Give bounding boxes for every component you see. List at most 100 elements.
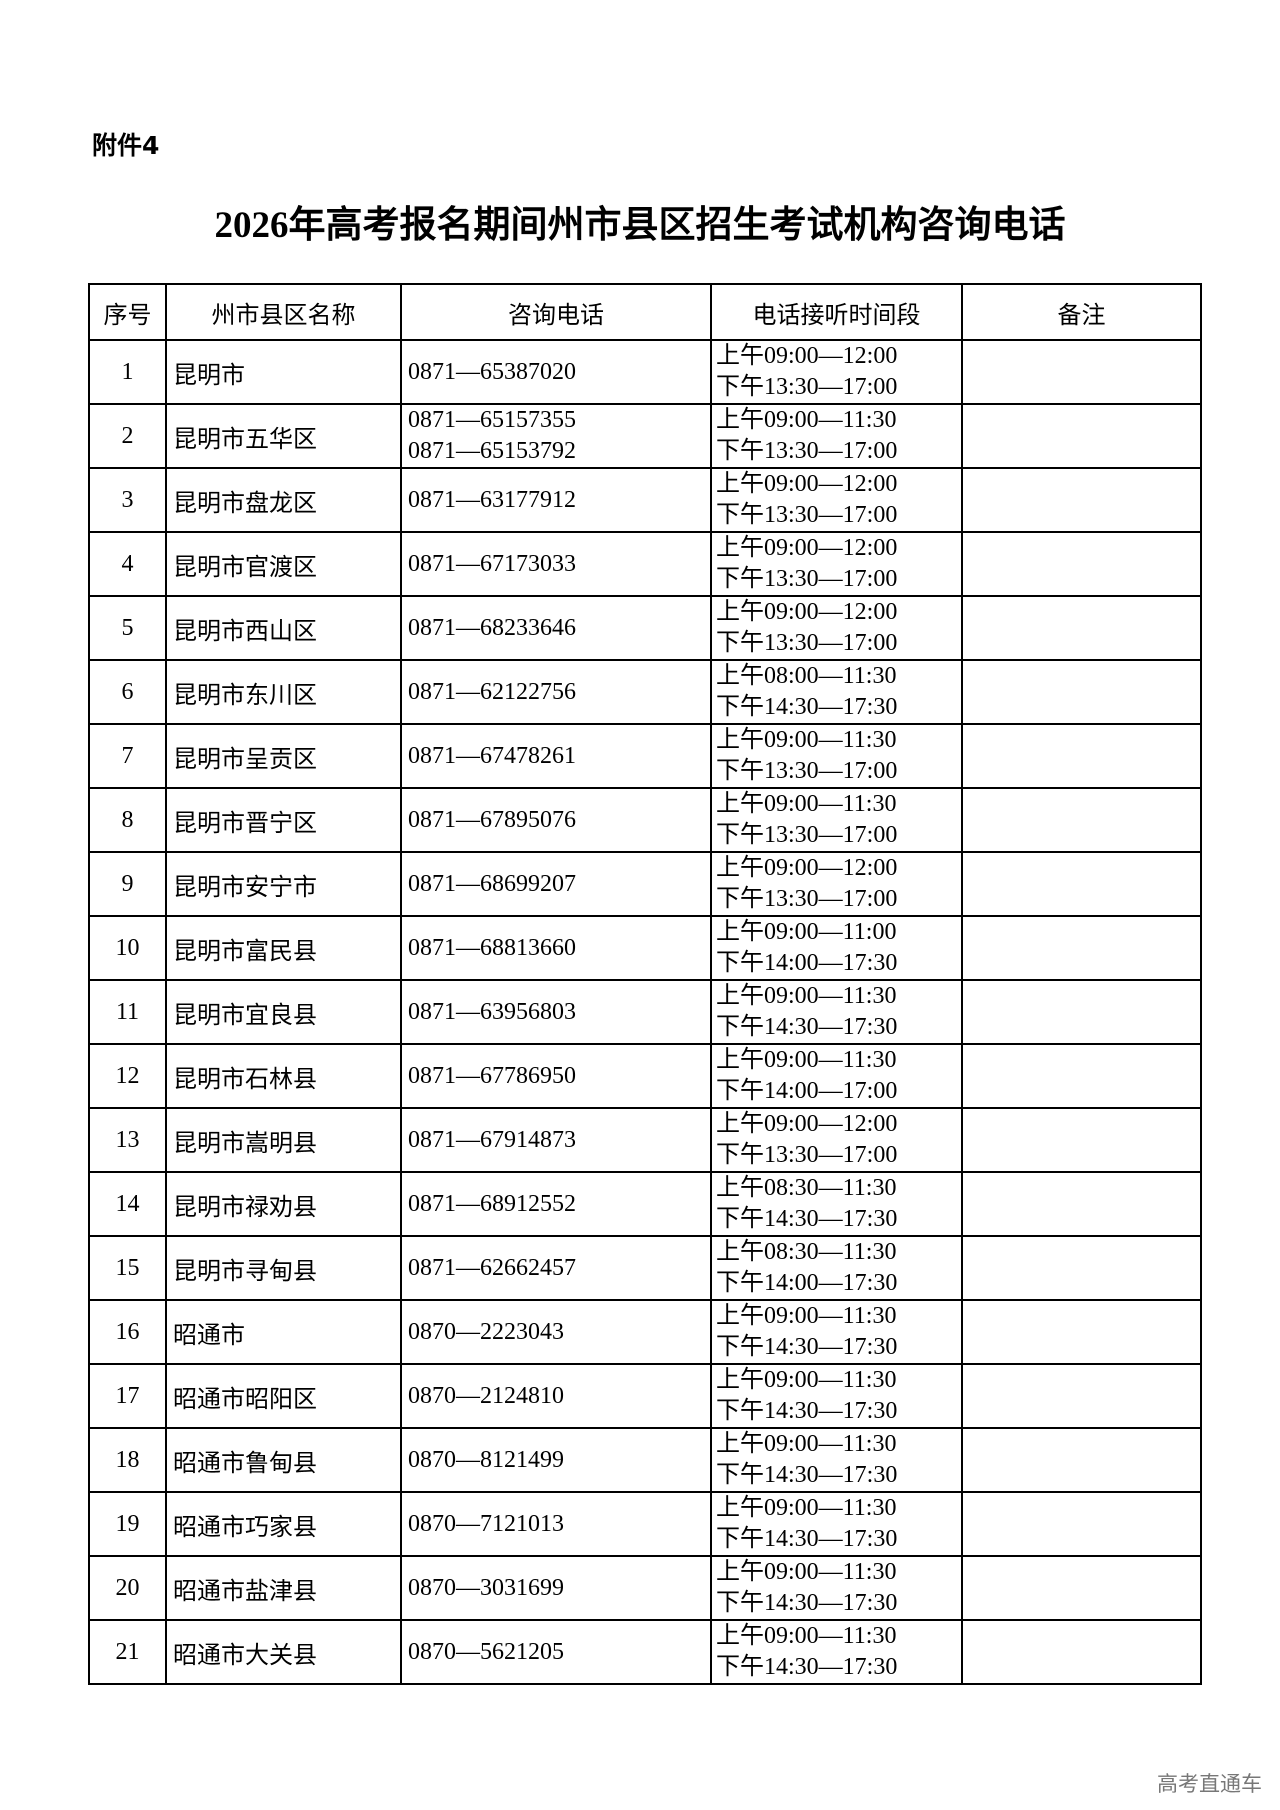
header-hours: 电话接听时间段: [710, 283, 963, 341]
row-number: 14: [88, 1171, 167, 1237]
table-row: 12 昆明市石林县 0871—67786950 上午09:00—11:30 下午14:0…: [88, 1043, 1202, 1109]
phone-cell: 0870—5621205: [400, 1619, 712, 1685]
phone-number: 0871—67173033: [408, 550, 576, 577]
morning-hours: 上午09:00—11:30: [716, 727, 897, 753]
hours-cell: 上午09:00—12:00 下午13:30—17:00: [710, 595, 963, 661]
region-name: 昆明市西山区: [165, 595, 402, 661]
phone-number: 0870—3031699: [408, 1574, 564, 1601]
phone-cell: 0871—68813660: [400, 915, 712, 981]
afternoon-hours: 下午14:30—17:30: [716, 694, 898, 720]
table-row: 3 昆明市盘龙区 0871—63177912 上午09:00—12:00 下午13:30…: [88, 467, 1202, 533]
morning-hours: 上午08:30—11:30: [716, 1175, 897, 1201]
morning-hours: 上午09:00—12:00: [716, 343, 898, 369]
morning-hours: 上午09:00—11:30: [716, 407, 897, 433]
morning-hours: 上午09:00—12:00: [716, 599, 898, 625]
table-row: 6 昆明市东川区 0871—62122756 上午08:00—11:30 下午14:30…: [88, 659, 1202, 725]
afternoon-hours: 下午14:00—17:00: [716, 1078, 898, 1104]
row-number: 21: [88, 1619, 167, 1685]
morning-hours: 上午09:00—11:30: [716, 1559, 897, 1585]
row-number: 16: [88, 1299, 167, 1365]
phone-number: 0871—68233646: [408, 614, 576, 641]
region-name: 昆明市石林县: [165, 1043, 402, 1109]
afternoon-hours: 下午13:30—17:00: [716, 1142, 898, 1168]
phone-cell: 0870—8121499: [400, 1427, 712, 1493]
note-cell: [961, 851, 1202, 917]
hours-cell: 上午09:00—11:30 下午14:30—17:30: [710, 1619, 963, 1685]
region-name: 昆明市宜良县: [165, 979, 402, 1045]
hours-cell: 上午08:00—11:30 下午14:30—17:30: [710, 659, 963, 725]
phone-cell: 0871—68699207: [400, 851, 712, 917]
phone-cell: 0871—67478261: [400, 723, 712, 789]
morning-hours: 上午09:00—11:30: [716, 983, 897, 1009]
note-cell: [961, 1619, 1202, 1685]
table-row: 14 昆明市禄劝县 0871—68912552 上午08:30—11:30 下午14:3…: [88, 1171, 1202, 1237]
region-name: 昆明市呈贡区: [165, 723, 402, 789]
row-number: 12: [88, 1043, 167, 1109]
phone-number: 0871—68813660: [408, 934, 576, 961]
phone-cell: 0871—62662457: [400, 1235, 712, 1301]
region-name: 昭通市巧家县: [165, 1491, 402, 1557]
note-cell: [961, 1363, 1202, 1429]
phone-number: 0870—5621205: [408, 1638, 564, 1665]
table-row: 8 昆明市晋宁区 0871—67895076 上午09:00—11:30 下午13:30…: [88, 787, 1202, 853]
hours-cell: 上午09:00—11:30 下午14:30—17:30: [710, 1555, 963, 1621]
note-cell: [961, 1171, 1202, 1237]
region-name: 昆明市晋宁区: [165, 787, 402, 853]
afternoon-hours: 下午13:30—17:00: [716, 758, 898, 784]
region-name: 昭通市大关县: [165, 1619, 402, 1685]
phone-number: 0871—65153792: [408, 438, 576, 464]
hours-cell: 上午08:30—11:30 下午14:30—17:30: [710, 1171, 963, 1237]
afternoon-hours: 下午13:30—17:00: [716, 502, 898, 528]
table-row: 10 昆明市富民县 0871—68813660 上午09:00—11:00 下午14:0…: [88, 915, 1202, 981]
table-row: 5 昆明市西山区 0871—68233646 上午09:00—12:00 下午13:30…: [88, 595, 1202, 661]
hours-cell: 上午09:00—11:30 下午14:30—17:30: [710, 1299, 963, 1365]
hours-cell: 上午09:00—12:00 下午13:30—17:00: [710, 531, 963, 597]
table-row: 16 昭通市 0870—2223043 上午09:00—11:30 下午14:30—17…: [88, 1299, 1202, 1365]
region-name: 昭通市昭阳区: [165, 1363, 402, 1429]
region-name: 昆明市寻甸县: [165, 1235, 402, 1301]
phone-number: 0870—2124810: [408, 1382, 564, 1409]
row-number: 15: [88, 1235, 167, 1301]
row-number: 9: [88, 851, 167, 917]
phone-number: 0870—2223043: [408, 1318, 564, 1345]
phone-number: 0870—8121499: [408, 1446, 564, 1473]
note-cell: [961, 1235, 1202, 1301]
afternoon-hours: 下午13:30—17:00: [716, 438, 898, 464]
phone-number: 0871—68912552: [408, 1190, 576, 1217]
phone-cell: 0871—68233646: [400, 595, 712, 661]
morning-hours: 上午09:00—11:30: [716, 1431, 897, 1457]
table-row: 19 昭通市巧家县 0870—7121013 上午09:00—11:30 下午14:30…: [88, 1491, 1202, 1557]
note-cell: [961, 1107, 1202, 1173]
hours-cell: 上午09:00—12:00 下午13:30—17:00: [710, 467, 963, 533]
hours-cell: 上午09:00—12:00 下午13:30—17:00: [710, 339, 963, 405]
row-number: 5: [88, 595, 167, 661]
phone-number: 0870—7121013: [408, 1510, 564, 1537]
afternoon-hours: 下午13:30—17:00: [716, 630, 898, 656]
hours-cell: 上午09:00—11:30 下午13:30—17:00: [710, 787, 963, 853]
attachment-label: 附件4: [92, 131, 160, 160]
morning-hours: 上午09:00—12:00: [716, 855, 898, 881]
phone-number: 0871—65157355: [408, 407, 576, 433]
note-cell: [961, 1555, 1202, 1621]
table-row: 21 昭通市大关县 0870—5621205 上午09:00—11:30 下午14:30…: [88, 1619, 1202, 1685]
phone-cell: 0870—3031699: [400, 1555, 712, 1621]
region-name: 昆明市盘龙区: [165, 467, 402, 533]
phone-cell: 0871—63177912: [400, 467, 712, 533]
note-cell: [961, 979, 1202, 1045]
note-cell: [961, 659, 1202, 725]
morning-hours: 上午09:00—12:00: [716, 1111, 898, 1137]
afternoon-hours: 下午13:30—17:00: [716, 886, 898, 912]
morning-hours: 上午08:30—11:30: [716, 1239, 897, 1265]
phone-cell: 0871—68912552: [400, 1171, 712, 1237]
region-name: 昆明市安宁市: [165, 851, 402, 917]
hours-cell: 上午09:00—11:30 下午14:30—17:30: [710, 1363, 963, 1429]
morning-hours: 上午09:00—12:00: [716, 471, 898, 497]
region-name: 昆明市富民县: [165, 915, 402, 981]
hours-cell: 上午09:00—11:30 下午13:30—17:00: [710, 403, 963, 469]
contact-table: 序号 州市县区名称 咨询电话 电话接听时间段 备注 1 昆明市 0871—65387…: [88, 283, 1202, 1685]
phone-number: 0871—65387020: [408, 358, 576, 385]
row-number: 20: [88, 1555, 167, 1621]
page-title: 2026年高考报名期间州市县区招生考试机构咨询电话: [214, 205, 1066, 246]
afternoon-hours: 下午14:00—17:30: [716, 950, 898, 976]
table-row: 17 昭通市昭阳区 0870—2124810 上午09:00—11:30 下午14:30…: [88, 1363, 1202, 1429]
